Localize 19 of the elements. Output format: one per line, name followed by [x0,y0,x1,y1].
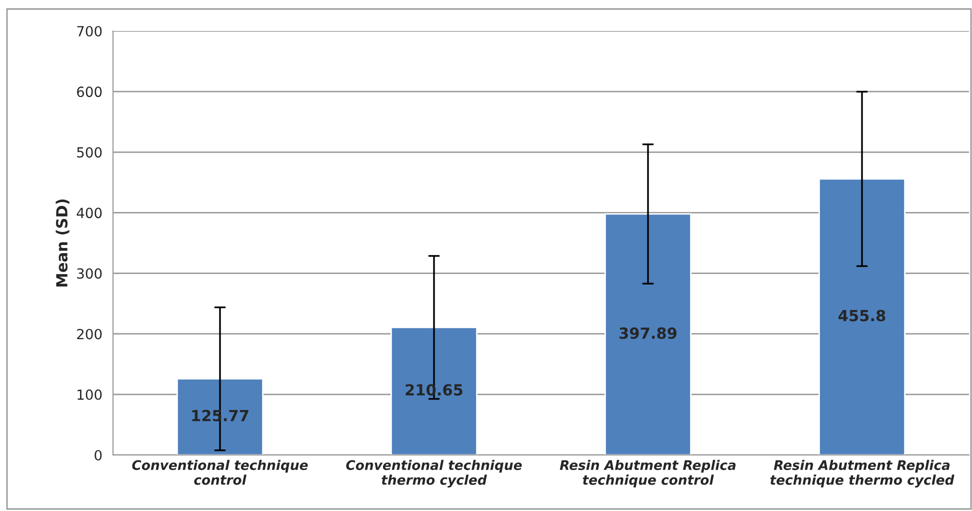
data-label: 455.8 [838,310,886,322]
y-tick-label: 700 [77,26,102,36]
y-axis-title: Mean (SD) [56,199,70,286]
x-tick-label: Resin Abutment Replica technique thermo cycled [770,460,954,488]
x-tick-label: Conventional technique control [132,460,308,485]
y-tick-label: 500 [77,147,102,158]
y-tick-label: 0 [94,450,102,460]
y-tick-label: 600 [77,86,102,98]
y-tick-label: 300 [77,268,102,279]
x-tick-label: Resin Abutment Replica technique control [560,460,736,488]
bar [818,178,906,455]
data-label: 397.89 [620,327,676,339]
bar [176,378,264,455]
y-tick-label: 400 [76,208,102,218]
y-tick-label: 100 [78,389,102,400]
y-tick-label: 200 [77,328,102,340]
x-tick-label: Conventional technique thermo cycled [346,460,522,488]
bar [604,213,692,455]
bar [390,326,478,455]
